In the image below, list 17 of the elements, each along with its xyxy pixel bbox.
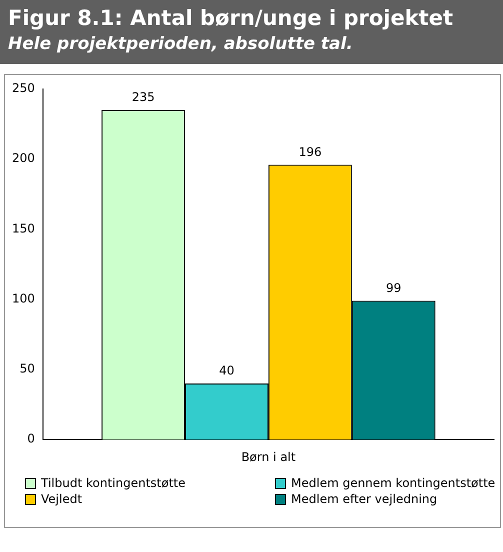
y-tick-label: 200 bbox=[12, 151, 35, 166]
legend-label: Vejledt bbox=[40, 492, 84, 506]
chart-title: Figur 8.1: Antal børn/unge i projektet bbox=[8, 6, 453, 30]
data-label: 196 bbox=[298, 144, 322, 159]
legend-label: Medlem gennem kontingentstøtte bbox=[290, 476, 496, 490]
legend-label: Tilbudt kontingentstøtte bbox=[40, 476, 187, 490]
legend-label: Medlem efter vejledning bbox=[290, 492, 438, 506]
y-tick-label: 100 bbox=[12, 291, 35, 306]
y-tick-label: 250 bbox=[12, 81, 35, 96]
y-tick-label: 0 bbox=[27, 432, 35, 446]
data-label: 40 bbox=[219, 364, 234, 378]
y-tick-label: 150 bbox=[12, 221, 35, 236]
y-tick-label: 50 bbox=[20, 362, 35, 376]
data-label: 235 bbox=[132, 90, 155, 104]
data-label: 99 bbox=[386, 280, 402, 295]
x-tick-label: Børn i alt bbox=[241, 450, 296, 464]
chart-subtitle: Hele projektperioden, absolutte tal. bbox=[8, 34, 353, 54]
